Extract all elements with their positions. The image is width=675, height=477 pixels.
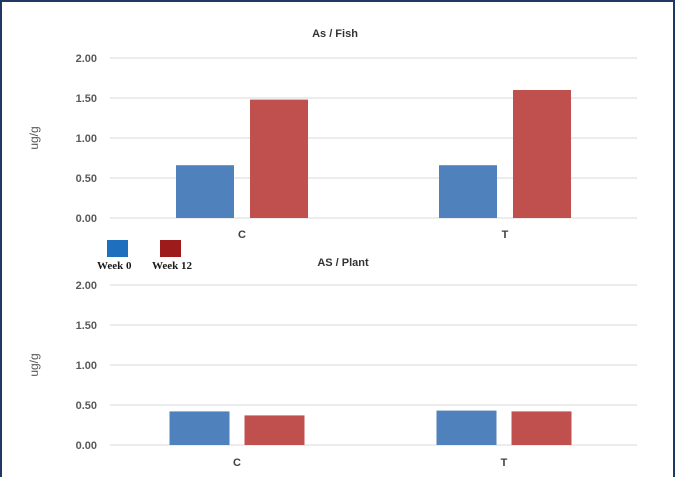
y-axis-label: ug/g [27, 126, 41, 149]
y-tick-label: 1.50 [76, 93, 97, 105]
y-tick-label: 2.00 [76, 53, 97, 65]
legend-label-week0: Week 0 [97, 260, 132, 272]
chart-title: As / Fish [312, 28, 358, 40]
y-tick-label: 1.50 [76, 320, 97, 332]
bar-week12-t [513, 90, 571, 218]
chart-title: AS / Plant [317, 257, 369, 269]
y-tick-label: 0.50 [76, 173, 97, 185]
bar-week12-c [244, 415, 305, 445]
chart-as-plant: AS / Plant ug/g 2.00 1.50 1.00 0.50 0.00 C T [27, 257, 637, 469]
y-axis-label: ug/g [27, 353, 41, 376]
legend-label-week12: Week 12 [152, 260, 193, 272]
y-tick-label: 2.00 [76, 280, 97, 292]
bar-week0-t [436, 410, 497, 445]
y-tick-label: 0.00 [76, 440, 97, 452]
x-category-label: T [502, 229, 509, 241]
bar-week12-t [511, 411, 572, 445]
legend-swatch-week12 [160, 240, 181, 257]
legend: Week 0 Week 12 [97, 240, 193, 272]
x-category-label: T [501, 457, 508, 469]
x-category-label: C [238, 229, 246, 241]
bar-week12-c [250, 99, 308, 218]
x-category-label: C [233, 457, 241, 469]
bar-week0-c [176, 165, 234, 218]
y-tick-label: 1.00 [76, 360, 97, 372]
bar-week0-t [439, 165, 497, 218]
y-tick-label: 1.00 [76, 133, 97, 145]
chart-as-fish: As / Fish ug/g 2.00 1.50 1.00 0.50 0.00 C T [27, 28, 637, 241]
legend-swatch-week0 [107, 240, 128, 257]
bar-week0-c [169, 411, 230, 445]
y-tick-label: 0.00 [76, 213, 97, 225]
y-tick-label: 0.50 [76, 400, 97, 412]
